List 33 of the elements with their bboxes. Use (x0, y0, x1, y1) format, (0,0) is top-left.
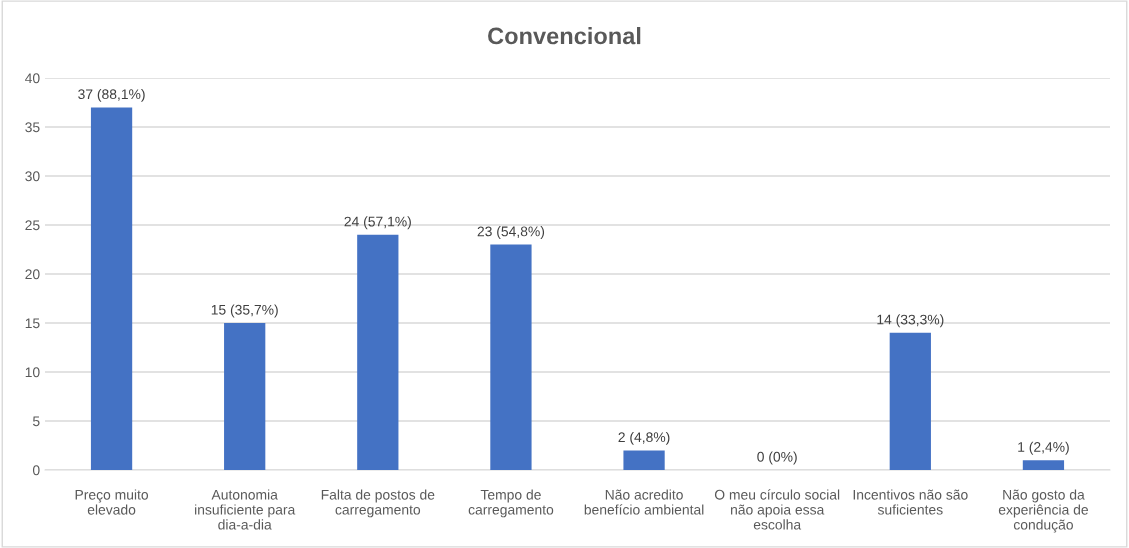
y-tick-label: 25 (25, 220, 40, 231)
y-tick-label: 10 (25, 367, 40, 378)
x-tick-label: Tempo de carregamento (468, 489, 554, 518)
y-tick-label: 30 (25, 171, 40, 182)
x-tick-label: Falta de postos de carregamento (321, 489, 435, 518)
data-label: 23 (54,8%) (477, 226, 545, 240)
data-label: 0 (0%) (757, 451, 797, 465)
x-tick-label: Não gosto da experiência de condução (998, 489, 1088, 533)
y-tick-label: 40 (25, 73, 40, 84)
data-label: 37 (88,1%) (78, 88, 145, 102)
x-tick-label: Não acredito benefício ambiental (584, 489, 704, 515)
x-tick-label: O meu círculo social não apoia essa escolha (714, 489, 840, 530)
data-label: 2 (4,8%) (618, 431, 670, 445)
bar (90, 107, 133, 470)
data-label: 14 (33,3%) (877, 314, 944, 328)
x-tick-label: Preço muito elevado (75, 489, 149, 515)
data-label: 24 (57,1%) (344, 216, 411, 230)
y-tick-label: 20 (25, 269, 40, 280)
bar (889, 332, 931, 470)
bar (623, 450, 665, 470)
data-label: 15 (35,7%) (211, 304, 278, 318)
data-label: 1 (2,4%) (1018, 441, 1069, 455)
x-tick-label: Autonomia insuficiente para dia-a-dia (195, 489, 296, 530)
bar (224, 323, 266, 470)
y-tick-label: 15 (25, 318, 40, 329)
bar (357, 234, 399, 470)
x-tick-label: Incentivos não são suficientes (853, 489, 968, 515)
y-tick-label: 5 (32, 416, 40, 427)
y-tick-label: 35 (25, 122, 40, 133)
bar (1022, 460, 1065, 470)
bar (490, 244, 532, 470)
chart-title: Convencional (488, 27, 641, 45)
y-tick-label: 0 (32, 465, 40, 476)
